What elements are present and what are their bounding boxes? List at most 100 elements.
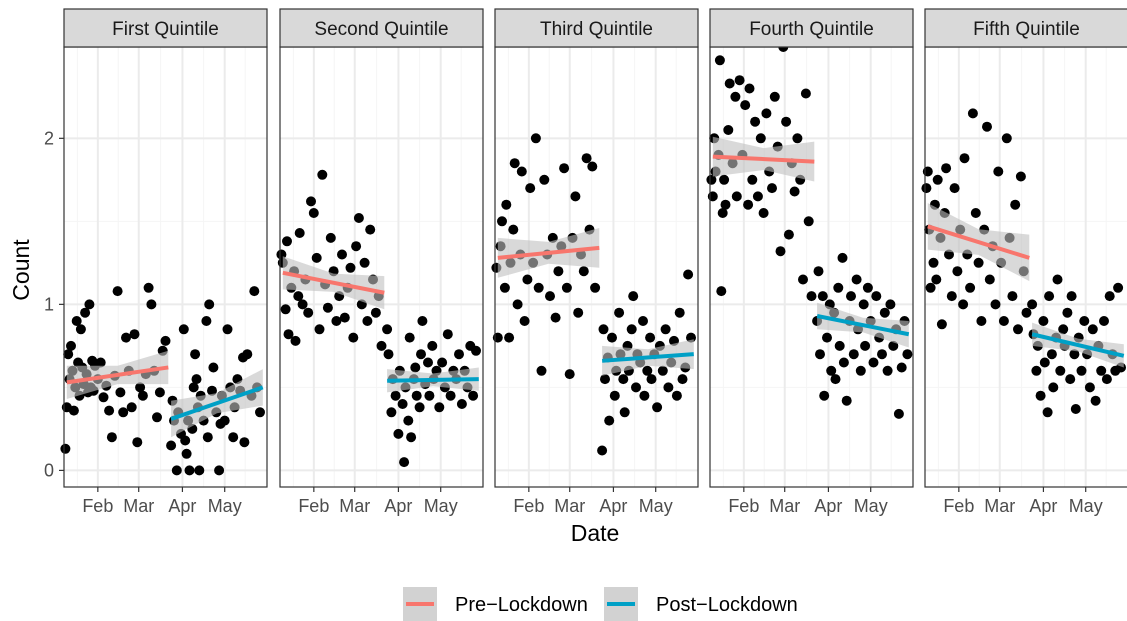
data-point <box>509 158 520 169</box>
x-tick-label: Apr <box>168 496 196 516</box>
data-point <box>967 108 978 119</box>
data-point <box>204 299 215 310</box>
facet-label: Third Quintile <box>540 19 653 40</box>
data-point <box>98 392 109 403</box>
data-point <box>239 437 250 448</box>
data-point <box>536 365 547 376</box>
data-point <box>750 116 761 127</box>
x-tick-label: May <box>1069 496 1103 516</box>
data-point <box>497 216 507 227</box>
data-point <box>519 316 530 326</box>
data-point <box>190 349 201 360</box>
data-point <box>959 153 970 164</box>
data-point <box>348 332 359 343</box>
data-point <box>393 428 404 439</box>
data-point <box>228 432 239 443</box>
data-point <box>855 365 866 376</box>
x-tick-label: May <box>639 496 673 516</box>
data-point <box>106 432 117 443</box>
data-point <box>1079 316 1090 326</box>
data-point <box>181 448 192 459</box>
data-point <box>1021 307 1032 318</box>
data-point <box>559 163 570 174</box>
data-point <box>619 407 630 418</box>
data-point <box>166 440 177 451</box>
data-point <box>781 116 792 127</box>
data-point <box>677 374 688 385</box>
data-point <box>404 332 415 343</box>
data-point <box>652 402 663 413</box>
data-point <box>68 405 79 416</box>
data-point <box>879 307 890 318</box>
data-point <box>362 316 373 326</box>
data-point <box>504 332 515 343</box>
data-point <box>965 282 976 293</box>
x-tick-label: Apr <box>1029 496 1057 516</box>
data-point <box>578 266 589 277</box>
data-point <box>813 266 824 277</box>
data-point <box>1066 291 1077 302</box>
data-point <box>512 299 523 310</box>
data-point <box>862 282 873 293</box>
data-point <box>382 324 393 335</box>
data-point <box>1031 365 1042 376</box>
data-point <box>178 324 189 335</box>
data-point <box>628 291 639 302</box>
x-tick-label: Apr <box>814 496 842 516</box>
x-tick-label: Mar <box>984 496 1015 516</box>
data-point <box>222 324 233 335</box>
data-point <box>499 282 510 293</box>
pre-lockdown-trend-line <box>712 154 815 164</box>
data-point <box>293 291 304 302</box>
data-point <box>639 390 650 401</box>
data-point <box>308 208 319 218</box>
data-point <box>674 307 685 318</box>
data-point <box>877 349 887 360</box>
y-tick-label: 2 <box>44 128 54 148</box>
data-point <box>242 349 253 360</box>
data-point <box>416 349 426 360</box>
data-point <box>1015 171 1026 182</box>
data-point <box>303 307 314 318</box>
data-point <box>516 166 527 177</box>
data-point <box>834 340 845 351</box>
legend-label: Pre−Lockdown <box>455 594 588 616</box>
data-point <box>993 166 1004 177</box>
data-point <box>445 390 456 401</box>
data-point <box>1001 133 1012 144</box>
data-point <box>744 83 755 94</box>
data-point <box>184 465 195 476</box>
data-point <box>365 224 376 235</box>
data-point <box>902 349 913 360</box>
data-point <box>1027 299 1038 310</box>
data-point <box>822 332 832 343</box>
data-point <box>561 282 572 293</box>
data-point <box>826 365 837 376</box>
data-point <box>1087 324 1098 335</box>
data-point <box>885 299 896 310</box>
x-tick-label: Feb <box>513 496 544 516</box>
data-point <box>294 228 305 238</box>
data-point <box>290 335 301 346</box>
data-point <box>936 319 947 330</box>
data-point <box>152 412 162 423</box>
data-point <box>1044 291 1055 302</box>
data-point <box>646 374 657 385</box>
data-point <box>386 407 397 418</box>
data-point <box>471 345 481 356</box>
data-point <box>522 274 533 285</box>
data-point <box>406 432 417 443</box>
data-point <box>112 286 123 297</box>
facet-label: Fourth Quintile <box>749 19 874 40</box>
data-point <box>403 415 414 426</box>
data-point <box>1070 404 1081 414</box>
data-point <box>154 387 165 398</box>
y-axis-title: Count <box>8 239 34 301</box>
data-point <box>1039 357 1050 368</box>
data-point <box>931 274 942 285</box>
data-point <box>311 252 322 263</box>
data-point <box>208 362 219 373</box>
data-point <box>761 108 772 119</box>
data-point <box>249 286 260 297</box>
